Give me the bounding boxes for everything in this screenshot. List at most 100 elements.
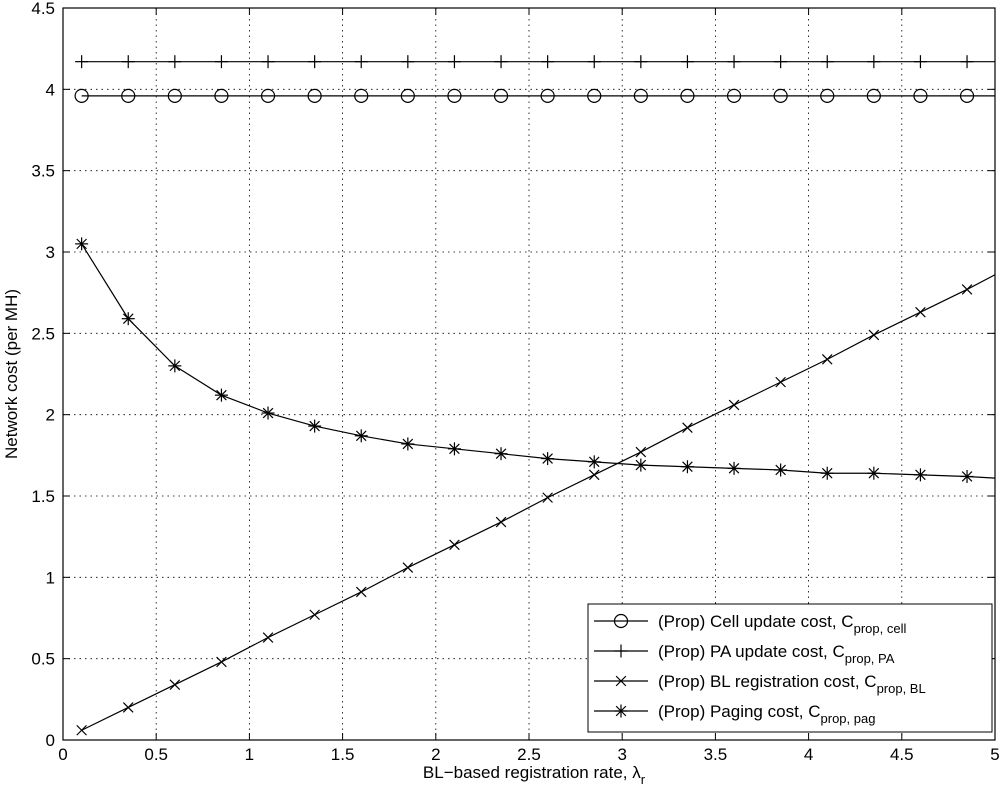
marker-circle	[773, 88, 788, 103]
y-tick-label: 1.5	[31, 487, 55, 506]
marker-x	[961, 284, 973, 295]
marker-plus	[214, 55, 228, 69]
marker-x	[775, 376, 786, 388]
marker-circle	[726, 88, 742, 103]
marker-plus	[261, 55, 275, 69]
marker-x	[588, 469, 600, 481]
y-tick-labels: 0 0.5 1 1.5 2 2.5 3 3.5 4 4.5	[31, 0, 55, 750]
x-tick-label: 2	[431, 745, 440, 764]
marker-x	[76, 724, 87, 736]
y-tick-label: 4	[46, 80, 55, 99]
x-axis-label: BL−based registration rate, λr	[423, 763, 646, 787]
marker-plus	[354, 55, 368, 69]
marker-asterisk	[75, 237, 89, 251]
marker-plus	[727, 55, 741, 69]
legend-label-text: (Prop) Cell update cost, C	[658, 612, 854, 631]
x-axis-label-text: BL−based registration rate,	[423, 763, 632, 782]
series-line-3	[81, 243, 996, 479]
marker-circle	[307, 88, 322, 103]
marker-plus	[634, 55, 648, 69]
marker-circle	[214, 88, 229, 103]
marker-x	[495, 516, 507, 528]
marker-x	[122, 702, 134, 713]
marker-plus	[960, 55, 974, 69]
legend-label-subscript: prop, pag	[821, 711, 876, 726]
marker-x	[169, 679, 181, 690]
x-tick-label: 1	[245, 745, 254, 764]
marker-circle	[167, 88, 182, 103]
marker-asterisk	[354, 429, 368, 443]
marker-x	[615, 675, 627, 687]
marker-x	[728, 399, 740, 411]
marker-asterisk	[494, 447, 508, 461]
marker-x	[402, 562, 414, 573]
marker-asterisk	[541, 452, 555, 466]
marker-asterisk	[168, 359, 182, 373]
marker-x	[216, 656, 227, 668]
legend-entry: (Prop) Cell update cost, Cprop, cell	[594, 612, 906, 636]
legend: (Prop) Cell update cost, Cprop, cell(Pro…	[587, 603, 993, 733]
marker-x	[542, 492, 553, 503]
marker-plus	[587, 55, 601, 69]
x-tick-label: 5	[990, 745, 999, 764]
x-tick-label: 0.5	[144, 745, 168, 764]
series-markers	[74, 55, 975, 736]
marker-x	[682, 422, 693, 433]
marker-asterisk	[214, 388, 228, 402]
marker-asterisk	[401, 437, 415, 451]
marker-x	[262, 632, 274, 643]
legend-label-subscript: prop, PA	[845, 651, 895, 666]
marker-x	[821, 354, 833, 365]
legend-entries: (Prop) Cell update cost, Cprop, cell(Pro…	[594, 612, 926, 726]
marker-plus	[121, 55, 135, 69]
marker-circle	[74, 88, 89, 103]
legend-entry: (Prop) Paging cost, Cprop, pag	[594, 702, 875, 726]
marker-asterisk	[820, 466, 834, 480]
marker-plus	[820, 55, 834, 69]
marker-asterisk	[774, 463, 788, 477]
marker-circle	[354, 88, 369, 103]
marker-circle	[540, 88, 555, 103]
marker-plus	[401, 55, 415, 69]
legend-entry: (Prop) BL registration cost, Cprop, BL	[594, 672, 926, 696]
marker-plus	[75, 55, 89, 69]
marker-asterisk	[913, 468, 927, 482]
marker-circle	[680, 88, 695, 103]
y-tick-label: 4.5	[31, 0, 55, 18]
y-axis-label: Network cost (per MH)	[2, 289, 21, 459]
marker-plus	[913, 55, 927, 69]
marker-plus	[168, 55, 182, 69]
x-tick-label: 4.5	[890, 745, 914, 764]
legend-entry: (Prop) PA update cost, Cprop, PA	[594, 642, 895, 666]
marker-circle	[913, 88, 928, 103]
marker-asterisk	[867, 466, 881, 480]
marker-x	[915, 306, 926, 318]
x-tick-label: 0	[58, 745, 67, 764]
marker-asterisk	[727, 461, 741, 475]
marker-plus	[308, 55, 322, 69]
marker-circle	[121, 88, 136, 103]
marker-asterisk	[447, 442, 461, 456]
marker-circle	[400, 88, 415, 103]
marker-asterisk	[121, 312, 135, 326]
y-tick-label: 3.5	[31, 162, 55, 181]
marker-asterisk	[261, 406, 275, 420]
marker-circle	[447, 88, 462, 103]
legend-label: (Prop) BL registration cost, Cprop, BL	[658, 672, 926, 696]
x-axis-label-subscript: r	[641, 772, 646, 787]
marker-circle	[587, 88, 602, 103]
marker-circle	[959, 88, 975, 103]
marker-circle	[633, 88, 648, 103]
y-tick-label: 2.5	[31, 324, 55, 343]
y-tick-label: 3	[46, 243, 55, 262]
legend-label: (Prop) Paging cost, Cprop, pag	[658, 702, 875, 726]
legend-label-text: (Prop) BL registration cost, C	[658, 672, 877, 691]
marker-asterisk	[960, 469, 974, 483]
marker-circle	[866, 88, 881, 103]
y-tick-label: 0.5	[31, 650, 55, 669]
legend-label: (Prop) PA update cost, Cprop, PA	[658, 642, 895, 666]
marker-asterisk	[587, 455, 601, 469]
marker-plus	[774, 55, 788, 69]
